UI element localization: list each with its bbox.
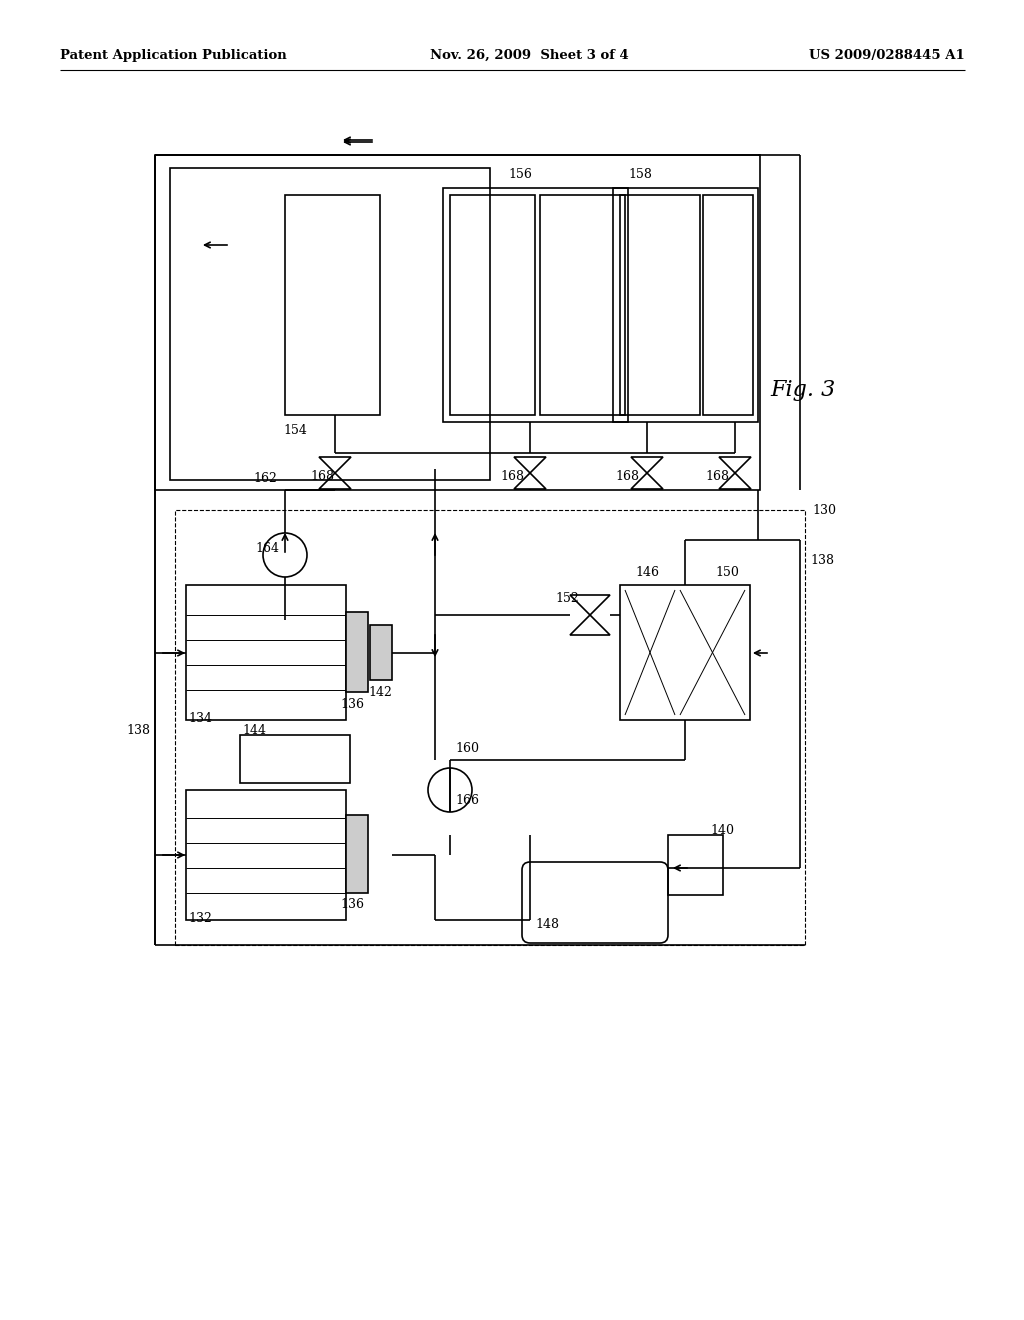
Text: 158: 158 <box>628 169 652 181</box>
Text: 168: 168 <box>500 470 524 483</box>
Text: 136: 136 <box>340 899 364 912</box>
Bar <box>186 585 346 719</box>
Text: Nov. 26, 2009  Sheet 3 of 4: Nov. 26, 2009 Sheet 3 of 4 <box>430 49 629 62</box>
Text: 160: 160 <box>455 742 479 755</box>
Text: 162: 162 <box>253 471 276 484</box>
Text: 168: 168 <box>705 470 729 483</box>
Bar <box>443 187 628 422</box>
Bar <box>346 814 368 894</box>
Text: Fig. 3: Fig. 3 <box>770 379 836 401</box>
Text: 150: 150 <box>715 565 739 578</box>
Text: 136: 136 <box>340 698 364 711</box>
Bar <box>370 624 392 680</box>
Text: 156: 156 <box>508 169 531 181</box>
Text: 138: 138 <box>126 723 150 737</box>
Bar <box>620 195 700 414</box>
Text: 164: 164 <box>255 541 279 554</box>
Text: 144: 144 <box>242 723 266 737</box>
Bar <box>540 195 625 414</box>
Bar <box>170 168 490 480</box>
Bar <box>620 585 750 719</box>
Text: 132: 132 <box>188 912 212 924</box>
Text: 138: 138 <box>810 553 834 566</box>
Bar <box>613 187 758 422</box>
Text: 168: 168 <box>615 470 639 483</box>
Bar <box>668 836 723 895</box>
Bar <box>346 612 368 692</box>
Bar <box>285 195 380 414</box>
Text: 142: 142 <box>368 685 392 698</box>
Text: 154: 154 <box>283 424 307 437</box>
Bar <box>240 735 350 783</box>
Text: 140: 140 <box>710 824 734 837</box>
Text: 148: 148 <box>535 919 559 932</box>
Bar <box>155 154 760 490</box>
Text: 168: 168 <box>310 470 334 483</box>
Text: 152: 152 <box>555 591 579 605</box>
Text: US 2009/0288445 A1: US 2009/0288445 A1 <box>809 49 965 62</box>
Text: Patent Application Publication: Patent Application Publication <box>60 49 287 62</box>
Text: 130: 130 <box>812 503 836 516</box>
Bar <box>450 195 535 414</box>
Text: 146: 146 <box>635 565 659 578</box>
Bar <box>703 195 753 414</box>
Text: 134: 134 <box>188 711 212 725</box>
Bar <box>186 789 346 920</box>
Bar <box>175 510 805 945</box>
Text: 166: 166 <box>455 793 479 807</box>
